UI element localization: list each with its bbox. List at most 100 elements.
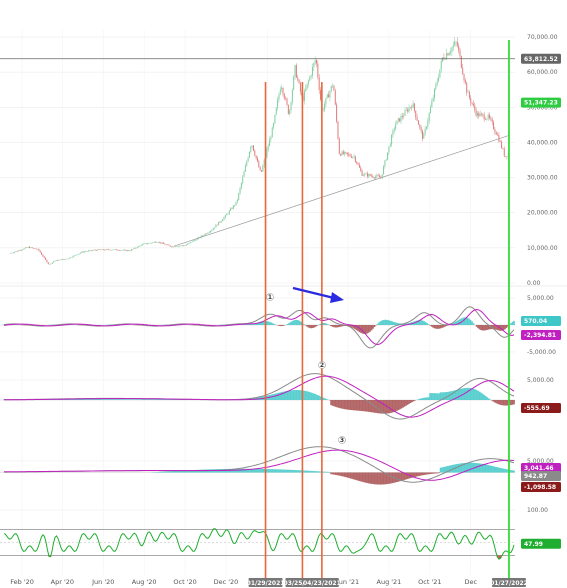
histogram-bar: [76, 399, 79, 400]
histogram-bar: [507, 469, 509, 473]
candle-body: [204, 233, 206, 236]
histogram-bar: [484, 464, 487, 473]
histogram-bar: [490, 465, 493, 473]
histogram-bar: [319, 396, 322, 400]
candle-body: [470, 97, 472, 103]
histogram-bar: [385, 472, 388, 485]
histogram-bar: [387, 472, 389, 484]
histogram-bar: [427, 324, 430, 325]
histogram-bar: [429, 472, 431, 475]
histogram-bar: [433, 393, 436, 400]
histogram-bar: [100, 399, 103, 400]
histogram-bar: [478, 391, 481, 400]
histogram-bar: [349, 400, 352, 410]
histogram-bar: [93, 399, 95, 400]
histogram-bar: [123, 399, 125, 400]
histogram-bar: [447, 465, 449, 473]
histogram-bar: [190, 470, 193, 473]
histogram-bar: [489, 465, 491, 473]
histogram-bar: [115, 399, 118, 400]
histogram-bar: [118, 399, 121, 400]
histogram-bar: [426, 397, 428, 400]
x-tick-label: Aug '21: [377, 578, 402, 586]
histogram-bar: [165, 471, 167, 473]
histogram-bar: [457, 320, 460, 325]
histogram-bar: [339, 472, 341, 476]
candle-body: [128, 250, 130, 251]
histogram-bar: [135, 399, 137, 400]
histogram-bar: [165, 399, 167, 400]
candle-body: [125, 249, 127, 251]
histogram-bar: [418, 398, 421, 400]
histogram-bar: [183, 470, 185, 473]
macd2-value-tag-bg: [521, 403, 561, 413]
candle-body: [141, 244, 143, 246]
arrow-head: [330, 292, 344, 303]
candle-body: [175, 246, 177, 248]
histogram-bar: [439, 392, 442, 400]
histogram-bar: [456, 320, 458, 325]
histogram-bar: [493, 325, 496, 330]
candle-body: [502, 148, 504, 149]
histogram-bar: [459, 319, 461, 325]
candle-body: [480, 113, 482, 115]
histogram-bar: [495, 325, 497, 330]
histogram-bar: [265, 469, 268, 473]
candle-body: [325, 98, 327, 105]
histogram-bar: [471, 388, 473, 400]
histogram-bar: [363, 400, 365, 412]
histogram-bar: [489, 325, 491, 330]
histogram-bar: [424, 321, 427, 325]
histogram-bar: [460, 388, 463, 400]
candle-body: [176, 246, 178, 248]
histogram-bar: [261, 468, 263, 473]
candle-body: [330, 85, 332, 92]
histogram-bar: [382, 319, 385, 325]
histogram-bar: [304, 470, 307, 473]
candle-body: [491, 119, 493, 123]
candle-body: [188, 242, 190, 244]
candle-body: [93, 249, 95, 251]
candle-body: [273, 123, 275, 128]
panel-marker: [266, 293, 274, 301]
histogram-bar: [330, 472, 332, 475]
histogram-bar: [288, 469, 290, 473]
candle-body: [195, 240, 197, 241]
candle-body: [85, 251, 87, 252]
histogram-bar: [325, 323, 328, 325]
histogram-bar: [483, 464, 485, 473]
candle-body: [408, 107, 410, 112]
candle-body: [370, 175, 372, 177]
candle-body: [436, 81, 438, 85]
histogram-bar: [477, 463, 479, 473]
candle-body: [20, 249, 22, 251]
histogram-bar: [427, 472, 430, 475]
candle-body: [227, 213, 229, 215]
histogram-bar: [474, 389, 476, 400]
macd3-hist-tag: -1,098.58: [524, 484, 556, 491]
candle-body: [58, 259, 60, 261]
candle-body: [479, 113, 481, 117]
histogram-bar: [169, 471, 172, 473]
hline-value-tag: 63,812.52: [524, 56, 558, 63]
histogram-bar: [403, 323, 406, 325]
x-tick-label: Oct '21: [418, 578, 441, 586]
candle-body: [163, 242, 165, 244]
candle-body: [456, 41, 458, 46]
candle-body: [230, 208, 232, 211]
candle-body: [413, 103, 415, 111]
candle-body: [234, 205, 236, 206]
date-tag: 04/23/2021: [303, 580, 341, 587]
candle-body: [218, 221, 220, 226]
histogram-bar: [511, 400, 514, 405]
histogram-bar: [253, 323, 256, 325]
histogram-bar: [157, 471, 160, 473]
candle-body: [42, 254, 44, 257]
histogram-bar: [510, 470, 512, 473]
histogram-bar: [487, 325, 490, 330]
histogram-bar: [103, 399, 106, 400]
candle-body: [364, 173, 366, 176]
histogram-bar: [364, 325, 367, 334]
candle-body: [385, 159, 387, 161]
histogram-bar: [339, 400, 341, 409]
